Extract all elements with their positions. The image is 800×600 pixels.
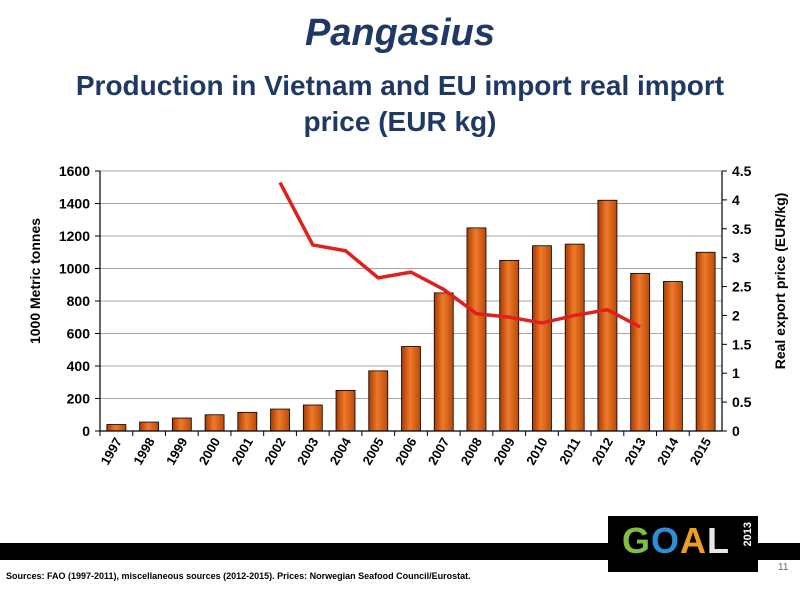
y-tick-label: 1000 bbox=[59, 261, 90, 277]
x-axis-ticks: 1997 1998 1999 2000 2001 2002 2003 2004 2005 2006… bbox=[98, 434, 715, 467]
x-tick-label: 2014 bbox=[654, 434, 682, 467]
x-tick-label: 2001 bbox=[228, 435, 255, 468]
right-axis-ticks: 0 0.5 1 1.5 2 2.5 3 3.5 4 4.5 bbox=[732, 163, 752, 439]
bar-2004 bbox=[335, 389, 356, 432]
y2-tick-label: 0 bbox=[732, 423, 740, 439]
bar-2013 bbox=[630, 272, 651, 432]
x-tick-label: 2009 bbox=[490, 435, 517, 468]
left-axis-ticks: 0 200 400 600 800 1000 1200 1400 1600 bbox=[59, 163, 90, 439]
bar-2010 bbox=[532, 245, 552, 432]
x-tick-label: 2013 bbox=[621, 435, 648, 468]
y2-tick-label: 3.5 bbox=[732, 221, 752, 237]
x-tick-label: 2003 bbox=[294, 435, 321, 468]
y2-tick-label: 2.5 bbox=[732, 279, 752, 295]
y-tick-label: 400 bbox=[67, 358, 91, 374]
y-tick-label: 200 bbox=[67, 391, 91, 407]
bar-2005 bbox=[368, 370, 389, 432]
bar-2003 bbox=[302, 404, 323, 432]
bar-1999 bbox=[171, 417, 192, 432]
slide-title: Pangasius bbox=[304, 12, 496, 54]
chart-grid bbox=[100, 170, 722, 399]
x-tick-label: 2008 bbox=[458, 435, 485, 468]
bar-2006 bbox=[401, 346, 421, 432]
bar-1997 bbox=[106, 424, 127, 432]
x-tick-label: 2002 bbox=[261, 435, 288, 468]
y-tick-label: 1200 bbox=[59, 228, 90, 244]
y2-tick-label: 0.5 bbox=[732, 394, 752, 410]
logo-text: GOAL bbox=[622, 520, 731, 561]
bar-2012 bbox=[597, 199, 618, 432]
logo-year: 2013 bbox=[742, 522, 754, 547]
y2-tick-label: 4.5 bbox=[732, 163, 752, 179]
bar-1998 bbox=[139, 421, 160, 432]
slide-subtitle: Production in Vietnam and EU import real… bbox=[75, 70, 725, 137]
x-tick-label: 2010 bbox=[523, 435, 550, 468]
bar-2008 bbox=[466, 227, 487, 432]
bar-2007 bbox=[433, 292, 454, 432]
x-tick-label: 1998 bbox=[130, 435, 157, 468]
y2-tick-label: 1.5 bbox=[732, 336, 752, 352]
bar-series bbox=[106, 199, 716, 432]
x-tick-label: 2006 bbox=[392, 435, 419, 468]
page-number: 11 bbox=[778, 562, 789, 573]
y-tick-label: 800 bbox=[67, 293, 91, 309]
right-axis-label: Real export price (EUR/kg) bbox=[772, 193, 788, 370]
chart: 0 200 400 600 800 1000 1200 1400 1600 0 0.5 1 1.5 2 2… bbox=[27, 163, 788, 468]
y2-tick-label: 1 bbox=[732, 365, 740, 381]
y2-tick-label: 2 bbox=[732, 307, 740, 323]
y-tick-label: 0 bbox=[82, 423, 90, 439]
sources-note: Sources: FAO (1997-2011), miscellaneous … bbox=[6, 571, 471, 581]
bar-2014 bbox=[662, 281, 683, 432]
bar-2015 bbox=[695, 251, 716, 432]
x-tick-label: 2004 bbox=[327, 434, 355, 467]
y2-tick-label: 3 bbox=[732, 250, 740, 266]
x-tick-label: 2015 bbox=[687, 435, 714, 468]
x-tick-label: 2011 bbox=[556, 435, 583, 467]
bar-2001 bbox=[237, 411, 258, 432]
price-line bbox=[278, 181, 641, 329]
bar-2011 bbox=[564, 243, 585, 432]
y2-tick-label: 4 bbox=[732, 192, 740, 208]
bar-2000 bbox=[204, 414, 225, 432]
x-tick-label: 2012 bbox=[589, 435, 616, 468]
x-tick-label: 1997 bbox=[98, 435, 125, 468]
chart-axes bbox=[95, 170, 727, 436]
x-tick-label: 2000 bbox=[196, 435, 223, 468]
x-tick-label: 2007 bbox=[425, 435, 452, 468]
footer-bar bbox=[0, 543, 800, 560]
y-tick-label: 1400 bbox=[59, 196, 90, 212]
price-line-series bbox=[278, 181, 641, 329]
y-tick-label: 600 bbox=[67, 326, 91, 342]
x-tick-label: 1999 bbox=[163, 435, 190, 468]
goal-logo: GOAL 2013 bbox=[608, 516, 758, 572]
bar-2009 bbox=[499, 259, 520, 432]
left-axis-label: 1000 Metric tonnes bbox=[27, 218, 43, 344]
y-tick-label: 1600 bbox=[59, 163, 90, 179]
bar-2002 bbox=[270, 408, 290, 432]
x-tick-label: 2005 bbox=[359, 435, 386, 468]
